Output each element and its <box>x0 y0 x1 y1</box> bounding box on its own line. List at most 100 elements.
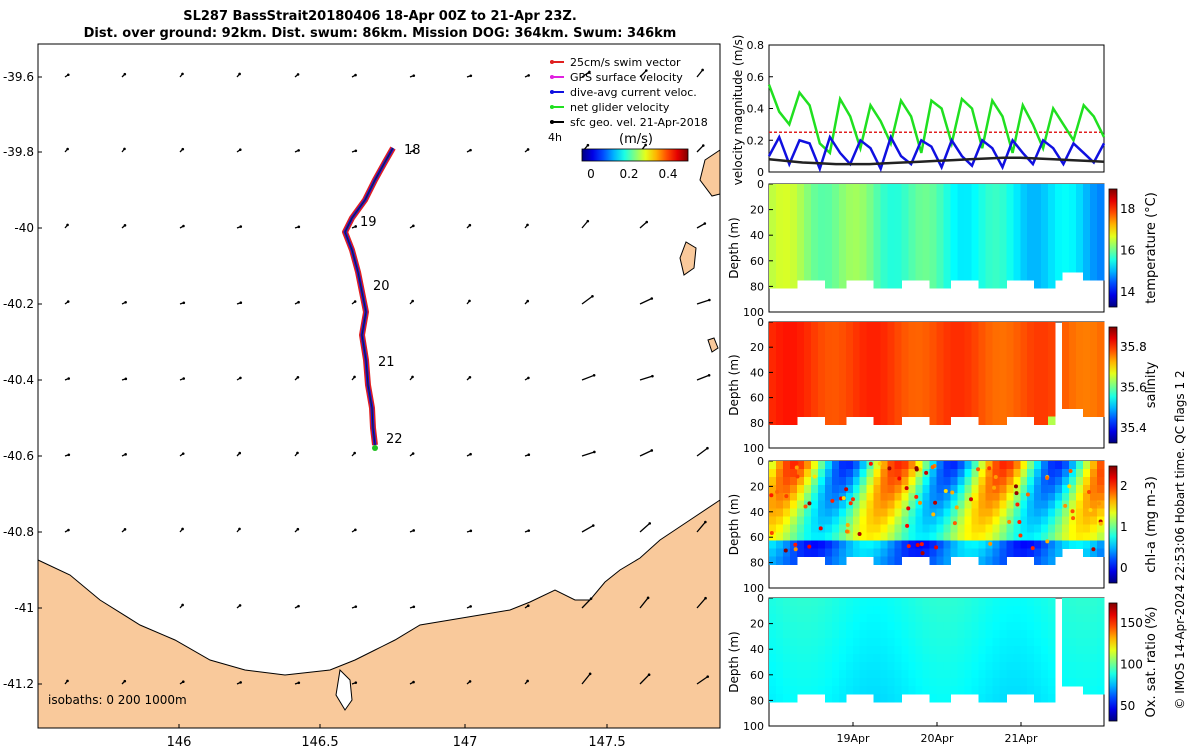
section-cell <box>873 548 882 557</box>
section-cell <box>838 200 847 209</box>
section-cell <box>1076 678 1084 687</box>
section-cell <box>775 369 784 378</box>
section-cell <box>1062 400 1070 410</box>
section-cell <box>1041 670 1049 679</box>
geo-arrowhead <box>588 70 591 74</box>
section-cell <box>915 662 924 671</box>
section-cell <box>796 208 805 217</box>
section-cell <box>789 322 798 331</box>
section-cell <box>789 385 798 394</box>
section-cell <box>810 540 819 549</box>
section-cell <box>838 240 847 249</box>
section-cell <box>1069 392 1077 402</box>
section-cell <box>880 548 889 557</box>
section-cell <box>992 686 1000 695</box>
section-cell <box>859 662 868 671</box>
section-cell <box>915 361 924 370</box>
section-cell <box>1076 540 1084 549</box>
section-cell <box>915 184 924 193</box>
time-tick-label: 20Apr <box>920 732 954 745</box>
section-cell <box>1055 524 1063 534</box>
chl-sample-dot <box>877 461 882 466</box>
colorbar-tick-label: 150 <box>1120 616 1143 630</box>
section-cell <box>908 232 917 241</box>
section-cell <box>1055 264 1063 273</box>
section-cell <box>1090 662 1098 671</box>
section-cell <box>929 492 938 502</box>
section-cell <box>943 662 952 671</box>
section-cell <box>845 345 854 355</box>
section-cell <box>922 492 931 502</box>
section-cell <box>817 540 826 549</box>
section-cell <box>873 272 882 281</box>
section-cell <box>873 686 882 695</box>
section-cell <box>873 678 882 687</box>
section-cell <box>1055 516 1063 526</box>
section-cell <box>1006 540 1014 549</box>
section-cell <box>831 606 840 615</box>
section-cell <box>1090 524 1098 534</box>
section-cell <box>957 361 966 370</box>
section-cell <box>838 461 847 470</box>
section-cell <box>1020 369 1028 378</box>
section-cell <box>1097 208 1105 217</box>
section-cell <box>803 200 812 209</box>
geo-arrowhead <box>411 299 414 303</box>
section-cell <box>978 353 986 362</box>
chl-sample-dot <box>914 466 919 471</box>
section-cell <box>971 654 979 663</box>
section-cell <box>1062 200 1070 209</box>
section-cell <box>1083 200 1091 209</box>
section-cell <box>1013 678 1021 687</box>
section-cell <box>769 476 777 486</box>
section-cell <box>769 500 777 510</box>
section-cell <box>810 392 819 402</box>
section-cell <box>789 200 798 209</box>
section-cell <box>859 208 868 217</box>
section-cell <box>915 369 924 378</box>
section-cell <box>1048 200 1056 209</box>
section-cell <box>985 322 993 331</box>
section-cell <box>1055 468 1063 478</box>
section-cell <box>1034 606 1042 615</box>
section-cell <box>1083 224 1091 233</box>
section-cell <box>908 492 917 502</box>
section-cell <box>894 184 903 193</box>
section-cell <box>845 392 854 402</box>
section-cell <box>1034 216 1042 225</box>
section-cell <box>985 369 993 378</box>
section-cell <box>831 508 840 518</box>
section-cell <box>978 369 986 378</box>
section-cell <box>915 524 924 534</box>
section-cell <box>859 686 868 695</box>
section-cell <box>936 232 945 241</box>
section-cell <box>957 598 966 607</box>
section-cell <box>978 614 986 623</box>
section-cell <box>1006 345 1014 355</box>
section-cell <box>1020 468 1028 478</box>
section-cell <box>769 516 777 526</box>
section-cell <box>894 322 903 331</box>
section-cell <box>782 256 791 265</box>
section-cell <box>866 614 875 623</box>
chl-sample-dot <box>1063 503 1068 508</box>
depth-tick-label: 60 <box>750 669 764 682</box>
section-cell <box>1034 622 1042 631</box>
section-cell <box>1027 345 1035 355</box>
section-cell <box>971 532 979 541</box>
section-cell <box>922 678 931 687</box>
section-cell <box>992 598 1000 607</box>
section-cell <box>831 232 840 241</box>
section-cell <box>1097 200 1105 209</box>
section-cell <box>1006 272 1014 281</box>
section-cell <box>838 329 847 339</box>
section-cell <box>1062 492 1070 502</box>
section-cell <box>922 353 931 362</box>
chl-sample-dot <box>848 501 853 506</box>
section-cell <box>1020 224 1028 233</box>
section-cell <box>978 630 986 639</box>
section-cell <box>964 508 972 518</box>
section-cell <box>880 416 889 425</box>
geo-arrowhead <box>526 299 530 303</box>
section-cell <box>894 500 903 510</box>
